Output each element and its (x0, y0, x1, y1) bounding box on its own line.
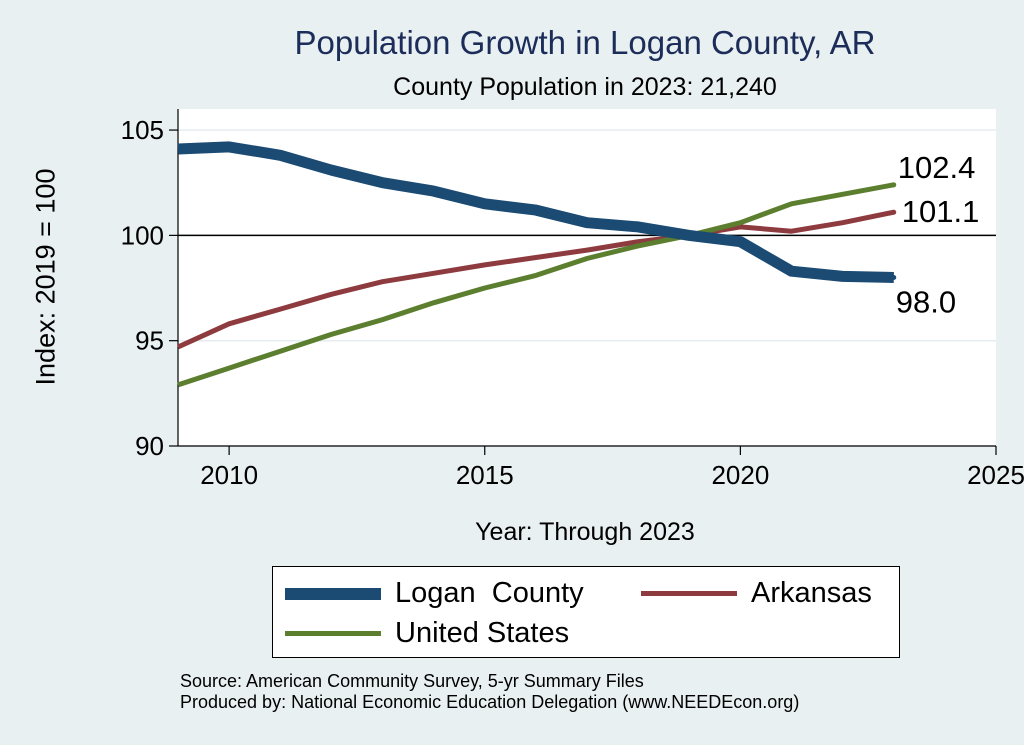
end-point-logan-county (891, 275, 897, 280)
end-point-arkansas (891, 209, 897, 215)
series-line-logan-county (177, 141, 894, 283)
y-tick-label-100: 100 (121, 220, 164, 250)
legend-item-arkansas: Arkansas (641, 577, 872, 610)
x-tick-label-2025: 2025 (967, 460, 1024, 490)
legend-swatch-logan-county (285, 587, 381, 600)
legend-item-logan-county: Logan County (285, 577, 584, 610)
series-line-united-states (177, 182, 895, 388)
end-label-united-states: 102.4 (898, 150, 976, 185)
chart-title: Population Growth in Logan County, AR (294, 24, 876, 61)
y-tick-label-90: 90 (135, 431, 164, 461)
legend: Logan County Arkansas United States (272, 566, 900, 658)
legend-label-united-states: United States (395, 617, 570, 649)
end-label-arkansas: 101.1 (902, 194, 980, 229)
source-note: Source: American Community Survey, 5-yr … (180, 671, 644, 691)
legend-label-arkansas: Arkansas (751, 577, 872, 609)
x-tick-label-2010: 2010 (200, 460, 258, 490)
legend-label-logan-county: Logan County (395, 577, 584, 609)
legend-swatch-arkansas (641, 591, 737, 596)
produced-by-note: Produced by: National Economic Education… (180, 692, 800, 712)
x-tick-label-2015: 2015 (456, 460, 514, 490)
end-label-logan-county: 98.0 (896, 285, 956, 320)
end-point-united-states (891, 182, 897, 188)
legend-item-united-states: United States (285, 617, 569, 650)
y-tick-label-95: 95 (135, 326, 164, 356)
x-tick-label-2020: 2020 (711, 460, 769, 490)
chart-subtitle: County Population in 2023: 21,240 (393, 73, 777, 101)
series-line-arkansas (176, 209, 895, 350)
legend-swatch-united-states (285, 631, 381, 636)
line-chart: 90 95 100 105 2010 2015 2020 2025 98.0 101.1 102.4 (121, 109, 1024, 490)
y-axis-label: Index: 2019 = 100 (30, 168, 61, 386)
x-axis-label: Year: Through 2023 (475, 518, 695, 546)
y-tick-label-105: 105 (121, 115, 164, 145)
